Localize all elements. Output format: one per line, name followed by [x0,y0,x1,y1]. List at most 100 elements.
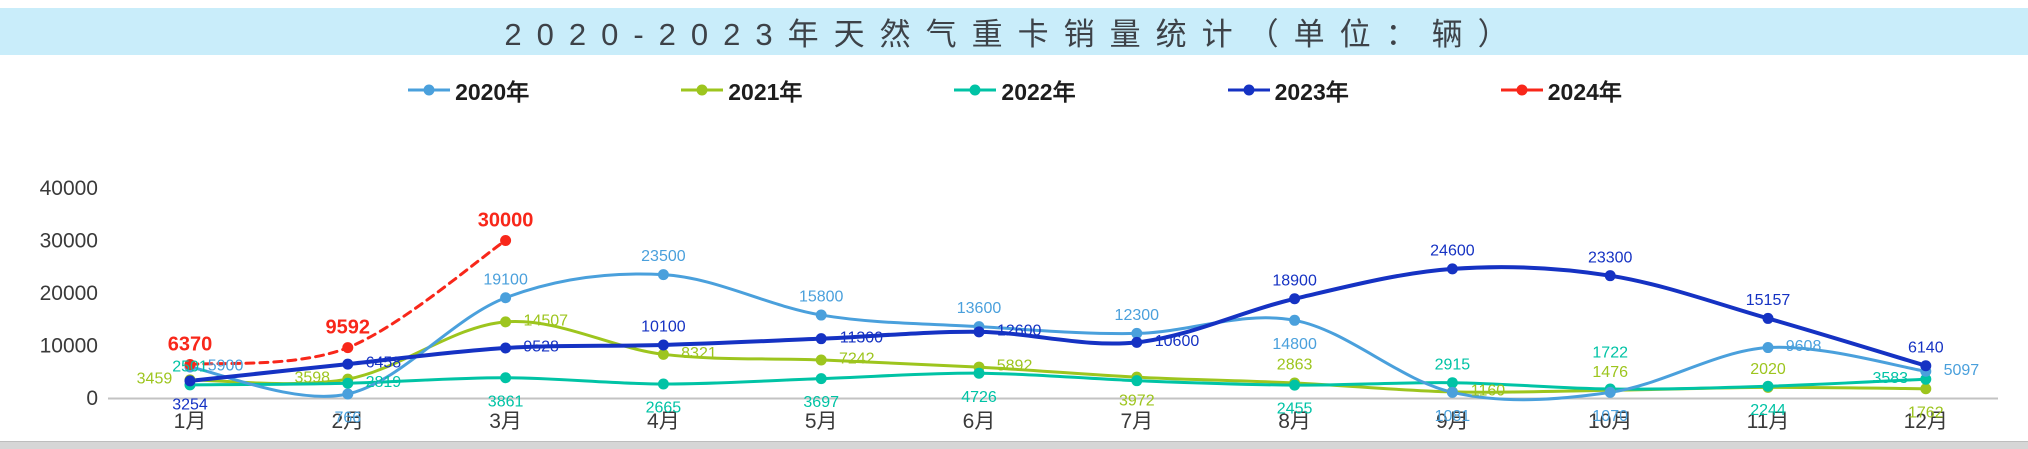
x-tick-label: 6月 [963,410,996,433]
data-label-2023-m5: 11300 [840,329,883,346]
chart-title-banner: 2020-2023年天然气重卡销量统计（单位：辆） [0,8,2028,55]
data-point-2023-m5 [815,333,827,345]
x-tick-label: 5月 [805,410,838,433]
x-tick-label: 4月 [647,410,680,433]
data-point-2022-m11 [1762,380,1774,392]
data-label-2022-m2: 2819 [366,374,402,391]
data-label-2022-m10: 1722 [1592,345,1628,362]
legend-marker-icon [681,84,724,96]
data-label-2020-m5: 15800 [799,289,844,306]
data-point-2023-m2 [342,358,354,370]
data-label-2020-m11: 9608 [1786,338,1822,355]
data-label-2023-m10: 23300 [1588,249,1633,266]
data-point-2022-m5 [815,373,827,385]
data-point-2020-m10 [1604,386,1616,398]
window-bottom-edge [0,441,2028,449]
data-label-2022-m8: 2455 [1277,401,1313,418]
data-point-2022-m9 [1446,377,1458,389]
data-label-2021-m12: 1762 [1908,404,1944,421]
y-tick-label: 0 [86,387,98,410]
y-tick-label: 30000 [40,230,98,253]
legend-item-2022: 2022年 [952,73,1076,107]
legend-item-2023: 2023年 [1226,73,1349,107]
data-point-2022-m4 [657,378,669,390]
data-label-2020-m10: 1070 [1592,408,1628,425]
series-line-2022 [188,371,1928,391]
y-tick-label: 40000 [40,177,98,200]
data-label-2021-m4: 8321 [681,345,717,362]
legend-marker-icon [1227,84,1270,96]
data-label-2024-m2: 9592 [326,317,371,339]
data-label-2024-m1: 6370 [168,334,213,356]
data-label-2022-m6: 4726 [961,389,997,406]
data-point-2022-m12 [1920,373,1932,385]
data-point-2022-m8 [1289,379,1301,391]
data-label-2020-m2: 766 [334,410,361,427]
data-label-2022-m3: 3861 [488,393,524,410]
data-point-2023-m12 [1920,360,1932,372]
legend-label: 2020年 [455,79,530,105]
data-point-2023-m8 [1289,293,1301,305]
x-tick-label: 8月 [1278,410,1311,433]
legend-item-2021: 2021年 [679,73,802,107]
data-label-2021-m6: 5892 [997,358,1033,375]
data-point-2022-m7 [1131,375,1143,387]
data-label-2020-m12: 5097 [1944,362,1980,379]
data-label-2020-m6: 13600 [957,300,1002,317]
data-label-2020-m8: 14800 [1272,336,1317,353]
data-label-2022-m12: 3583 [1872,370,1908,387]
data-point-2024-m2 [342,342,354,354]
x-tick-label: 2月 [331,410,364,433]
data-label-2020-m4: 23500 [641,248,686,265]
data-label-2023-m6: 12600 [997,322,1042,339]
x-tick-label: 10月 [1588,410,1632,433]
chart-legend: 2020年 2021年 2022年 2023年 2024年 [0,75,2028,105]
data-label-2023-m3: 9528 [523,339,559,356]
data-label-2021-m2: 3598 [294,370,330,387]
data-label-2021-m11: 2020 [1750,361,1786,378]
data-label-2022-m9: 2915 [1435,356,1471,373]
data-point-2020-m2 [342,388,354,400]
data-point-2024-m3 [500,235,512,246]
x-tick-label: 7月 [1120,410,1153,433]
data-point-2023-m9 [1446,263,1458,275]
data-point-2020-m4 [657,269,669,281]
data-point-2020-m7 [1131,327,1143,339]
data-label-2024-m3: 30000 [478,210,534,232]
series-line-2023 [188,265,1928,383]
data-label-2022-m1: 2501 [172,358,208,375]
x-tick-label: 1月 [174,410,207,433]
data-label-2021-m5: 7242 [839,351,875,368]
data-point-2020-m8 [1289,314,1301,326]
data-label-2021-m3: 14507 [524,312,569,329]
data-label-2021-m7: 3972 [1119,393,1155,410]
legend-label: 2023年 [1274,79,1349,105]
data-label-2020-m9: 1081 [1435,408,1471,425]
legend-label: 2024年 [1547,79,1622,105]
data-label-2021-m8: 2863 [1277,357,1313,374]
data-label-2023-m12: 6140 [1908,339,1944,356]
x-tick-label: 12月 [1904,410,1948,433]
x-tick-label: 11月 [1747,410,1790,433]
chart-title: 2020-2023年天然气重卡销量统计（单位：辆） [504,17,1524,52]
legend-item-2024: 2024年 [1499,73,1622,107]
data-point-2022-m2 [342,377,354,389]
data-point-2020-m3 [500,292,512,304]
y-tick-label: 10000 [40,335,98,358]
data-label-2023-m11: 15157 [1746,292,1791,309]
data-point-2022-m6 [973,367,985,379]
data-point-2023-m1 [184,375,196,387]
x-tick-label: 3月 [489,410,522,433]
data-point-2023-m3 [500,342,512,354]
data-label-2021-m10: 1476 [1592,364,1628,381]
data-label-2020-m3: 19100 [483,271,528,288]
data-point-2020-m11 [1762,342,1774,354]
legend-label: 2022年 [1001,79,1076,105]
data-point-2024-m1 [184,359,196,371]
data-point-2021-m12 [1920,383,1932,395]
data-point-2023-m10 [1604,270,1616,282]
data-label-2022-m11: 2244 [1750,402,1786,419]
legend-label: 2021年 [728,79,803,105]
data-label-2020-m1: 5900 [208,358,244,375]
